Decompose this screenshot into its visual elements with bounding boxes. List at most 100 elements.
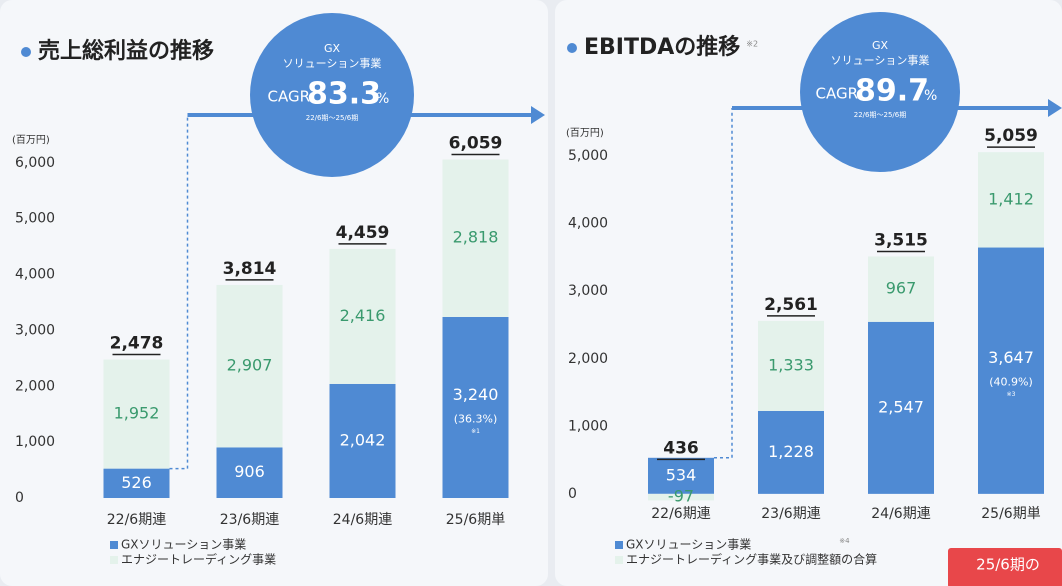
bar [978, 247, 1044, 494]
value-label: 967 [886, 279, 917, 298]
x-tick-label: 24/6期連 [333, 512, 392, 528]
value-label: 1,952 [114, 404, 160, 423]
unit-label: (百万円) [566, 127, 604, 139]
chart-title: 売上総利益の推移 [38, 38, 214, 64]
bubble-segment-name: ソリューション事業 [283, 57, 382, 70]
value-label: 2,547 [878, 397, 924, 416]
value-label: 2,818 [453, 228, 499, 247]
y-tick-label: 6,000 [15, 155, 55, 171]
bubble-segment-name: ソリューション事業 [831, 54, 930, 67]
callout-box [948, 548, 1062, 586]
bubble-segment: GX [872, 39, 889, 52]
bar [329, 383, 396, 498]
legend-label: エナジートレーディング事業 [121, 552, 276, 567]
total-label: 5,059 [984, 126, 1038, 146]
title-bullet [567, 43, 577, 53]
share-label: (36.3%) [454, 412, 498, 425]
title-bullet [21, 47, 31, 57]
share-note: ※3 [1007, 391, 1016, 398]
bar [103, 359, 170, 469]
y-tick-label: 3,000 [568, 283, 608, 299]
arrow-head [1048, 99, 1062, 117]
bar [648, 457, 714, 494]
total-label: 6,059 [449, 133, 503, 153]
y-tick-label: 1,000 [15, 434, 55, 450]
connector [714, 108, 733, 459]
legend-swatch [615, 556, 623, 564]
bubble-period: 22/6期～25/6期 [306, 114, 358, 122]
value-label: 1,412 [988, 189, 1034, 208]
bar [758, 410, 824, 494]
total-label: 3,814 [223, 259, 277, 279]
bar [442, 159, 509, 317]
value-label: 1,333 [768, 355, 814, 374]
share-note: ※1 [471, 428, 480, 435]
value-label: 3,647 [988, 348, 1034, 367]
value-label: -97 [668, 487, 694, 506]
x-tick-label: 23/6期連 [761, 506, 820, 522]
legend-swatch [110, 556, 118, 564]
total-label: 436 [663, 438, 699, 458]
legend-note: ※4 [839, 537, 850, 545]
bubble-period: 22/6期～25/6期 [854, 111, 906, 119]
bubble [250, 13, 414, 177]
legend-swatch [615, 541, 623, 549]
bar [978, 152, 1044, 248]
total-label: 4,459 [336, 223, 390, 243]
y-tick-label: 3,000 [15, 322, 55, 338]
total-label: 2,478 [110, 334, 164, 354]
bubble-segment: GX [324, 42, 341, 55]
x-tick-label: 22/6期連 [107, 512, 166, 528]
bar [216, 447, 283, 498]
y-tick-label: 5,000 [15, 211, 55, 227]
bubble-unit: % [924, 88, 937, 104]
value-label: 3,240 [453, 385, 499, 404]
bubble-metric: CAGR [267, 88, 310, 106]
y-tick-label: 1,000 [568, 418, 608, 434]
bubble-metric: CAGR [815, 85, 858, 103]
x-tick-label: 25/6期単 [981, 506, 1040, 522]
value-label: 2,907 [227, 356, 273, 375]
connector [169, 115, 189, 470]
y-tick-label: 2,000 [15, 378, 55, 394]
bubble [800, 12, 960, 172]
y-tick-label: 4,000 [15, 267, 55, 283]
x-tick-label: 25/6期単 [446, 512, 505, 528]
chart-title: EBITDAの推移 [584, 34, 740, 60]
bar [442, 316, 509, 498]
total-label: 3,515 [874, 230, 928, 250]
bar [329, 248, 396, 384]
legend-label: GXソリューション事業 [121, 538, 246, 552]
value-label: 534 [666, 465, 697, 484]
x-tick-label: 24/6期連 [871, 506, 930, 522]
y-tick-label: 0 [568, 486, 577, 502]
y-tick-label: 2,000 [568, 351, 608, 367]
x-tick-label: 23/6期連 [220, 512, 279, 528]
legend-label: GXソリューション事業 [626, 538, 751, 552]
value-label: 2,416 [340, 306, 386, 325]
value-label: 2,042 [340, 430, 386, 449]
title-note: ※2 [746, 40, 758, 49]
y-tick-label: 0 [15, 490, 24, 506]
value-label: 1,228 [768, 442, 814, 461]
bubble-value: 89.7 [855, 74, 929, 109]
callout: 25/6期の [976, 556, 1040, 574]
bubble-value: 83.3 [307, 77, 381, 112]
x-tick-label: 22/6期連 [651, 506, 710, 522]
bar [216, 284, 283, 448]
value-label: 526 [121, 473, 152, 492]
value-label: 906 [234, 462, 265, 481]
bubble-unit: % [376, 91, 389, 107]
y-tick-label: 4,000 [568, 216, 608, 232]
arrow-head [531, 106, 545, 124]
bar [868, 256, 934, 322]
bar [648, 493, 714, 501]
bar [758, 320, 824, 411]
bar [103, 468, 170, 498]
share-label: (40.9%) [989, 376, 1033, 389]
legend-label: エナジートレーディング事業及び調整額の合算 [626, 552, 877, 567]
bar [868, 321, 934, 494]
legend-swatch [110, 541, 118, 549]
y-tick-label: 5,000 [568, 148, 608, 164]
